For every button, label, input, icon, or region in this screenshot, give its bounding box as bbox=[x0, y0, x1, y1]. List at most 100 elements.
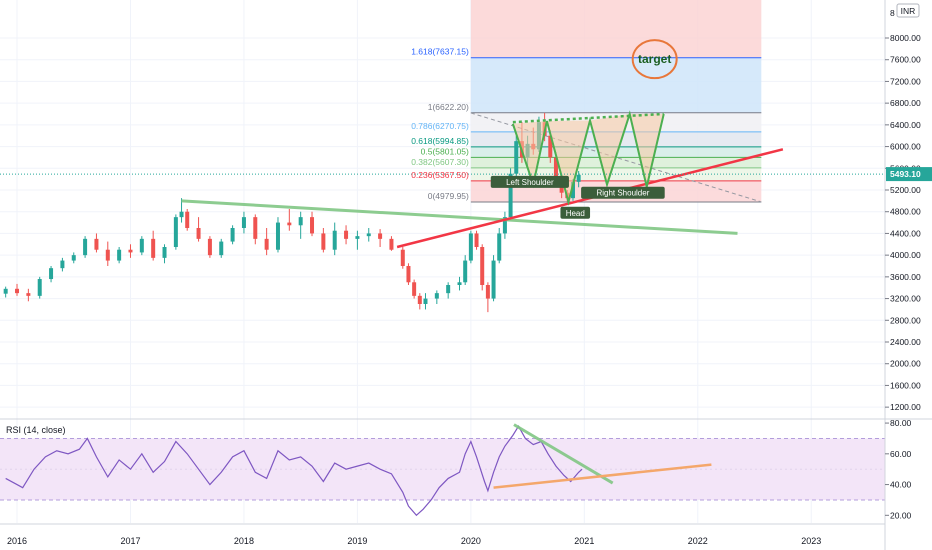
candle-body bbox=[275, 222, 280, 250]
candle-body bbox=[570, 181, 575, 199]
candle-body bbox=[83, 238, 88, 256]
price-tick-label: 6800.00 bbox=[890, 98, 921, 108]
candle-body bbox=[15, 288, 20, 294]
candle-body bbox=[548, 135, 553, 158]
candle-body bbox=[468, 233, 473, 261]
candle-body bbox=[480, 247, 485, 285]
price-tick-label: 6000.00 bbox=[890, 142, 921, 152]
rsi-falling-trendline bbox=[513, 423, 614, 485]
price-tick-label: 3600.00 bbox=[890, 272, 921, 282]
price-tick-label: 7600.00 bbox=[890, 55, 921, 65]
candle-body bbox=[26, 293, 31, 296]
fib-level-label: 1(6622.20) bbox=[428, 102, 469, 112]
last-price-box bbox=[886, 167, 932, 182]
price-tick-label: 4800.00 bbox=[890, 207, 921, 217]
target-circle bbox=[631, 39, 678, 80]
rsi-band-fill bbox=[0, 438, 885, 500]
candle-body bbox=[230, 228, 235, 242]
price-tick-label: 2000.00 bbox=[890, 359, 921, 369]
candle-body bbox=[173, 217, 178, 247]
candle-body bbox=[474, 233, 479, 247]
candle-body bbox=[553, 157, 558, 177]
neckline-green bbox=[181, 199, 738, 235]
rsi-tick-label: 40.00 bbox=[890, 480, 912, 490]
candle-body bbox=[196, 228, 201, 239]
candle-body bbox=[3, 288, 8, 294]
time-tick-label: 2017 bbox=[120, 536, 140, 546]
head-label-box bbox=[560, 206, 591, 219]
currency-badge bbox=[896, 3, 920, 18]
candle-body bbox=[49, 268, 54, 280]
candle-body bbox=[344, 230, 349, 239]
time-tick-label: 2016 bbox=[7, 536, 27, 546]
price-tick-label: 4400.00 bbox=[890, 228, 921, 238]
left-shoulder-label: Left Shoulder bbox=[506, 178, 554, 187]
candle-body bbox=[434, 293, 439, 299]
time-tick-label: 2020 bbox=[461, 536, 481, 546]
candle-body bbox=[485, 285, 490, 299]
fib-retracement-bands bbox=[470, 0, 762, 203]
candle-body bbox=[241, 217, 246, 228]
candle-body bbox=[378, 233, 383, 239]
candle-body bbox=[71, 255, 76, 261]
candle-body bbox=[491, 260, 496, 299]
candle-body bbox=[128, 249, 133, 253]
candle-body bbox=[497, 233, 502, 261]
price-tick-label: 2400.00 bbox=[890, 337, 921, 347]
pattern-top-line bbox=[512, 112, 664, 124]
candle-body bbox=[105, 249, 110, 261]
price-tick-label: 5200.00 bbox=[890, 185, 921, 195]
time-tick-label: 2023 bbox=[801, 536, 821, 546]
candle-body bbox=[139, 238, 144, 253]
fib-band bbox=[470, 57, 762, 113]
head-label: Head bbox=[566, 209, 585, 218]
fib-level-label: 1.618(7637.15) bbox=[411, 47, 469, 57]
candle-body bbox=[417, 295, 422, 304]
head-fill bbox=[546, 120, 590, 202]
fib-level-label: 0.382(5607.30) bbox=[411, 157, 469, 167]
candle-body bbox=[162, 247, 167, 258]
candle-body bbox=[219, 241, 224, 256]
left-shoulder-fill bbox=[512, 121, 547, 185]
candle-body bbox=[253, 217, 258, 239]
fib-level-label: 0.786(6270.75) bbox=[411, 121, 469, 131]
candle-body bbox=[310, 217, 315, 234]
right-shoulder-label: Right Shoulder bbox=[596, 189, 649, 198]
candle-body bbox=[502, 217, 507, 234]
price-tick-label: 4000.00 bbox=[890, 250, 921, 260]
candle-body bbox=[94, 238, 99, 250]
candle-body bbox=[332, 230, 337, 250]
price-tick-label: 1600.00 bbox=[890, 380, 921, 390]
time-tick-label: 2021 bbox=[574, 536, 594, 546]
fib-level-label: 0.236(5367.50) bbox=[411, 170, 469, 180]
candle-body bbox=[446, 285, 451, 294]
candle-body bbox=[355, 236, 360, 239]
time-tick-label: 2022 bbox=[688, 536, 708, 546]
right-shoulder-fill bbox=[590, 114, 630, 185]
candle-body bbox=[60, 260, 65, 269]
fib-level-label: 0(4979.95) bbox=[428, 191, 469, 201]
time-tick-label: 2018 bbox=[234, 536, 254, 546]
candle-body bbox=[179, 211, 184, 218]
candle-body bbox=[400, 249, 405, 266]
candle-body bbox=[366, 233, 371, 237]
candle-body bbox=[117, 249, 122, 261]
rsi-tick-label: 60.00 bbox=[890, 449, 912, 459]
rsi-rising-trendline bbox=[493, 463, 712, 489]
candle-body bbox=[463, 260, 468, 283]
price-tick-label: 3200.00 bbox=[890, 294, 921, 304]
candle-body bbox=[457, 282, 462, 285]
price-tick-label: 8000.00 bbox=[890, 33, 921, 43]
fib-level-label: 0.618(5994.85) bbox=[411, 136, 469, 146]
pattern-drawings: Left Shoulder Head Right Shoulder target bbox=[0, 39, 885, 249]
fib-band-top bbox=[470, 0, 762, 58]
candle-body bbox=[207, 238, 212, 256]
pattern-path bbox=[511, 110, 665, 206]
rsi-tick-label: 80.00 bbox=[890, 418, 912, 428]
last-price-label: 5493.10 bbox=[890, 169, 921, 179]
time-tick-label: 2019 bbox=[347, 536, 367, 546]
left-shoulder-label-box bbox=[490, 175, 569, 188]
candle-body bbox=[508, 173, 513, 218]
candle-body bbox=[423, 298, 428, 304]
